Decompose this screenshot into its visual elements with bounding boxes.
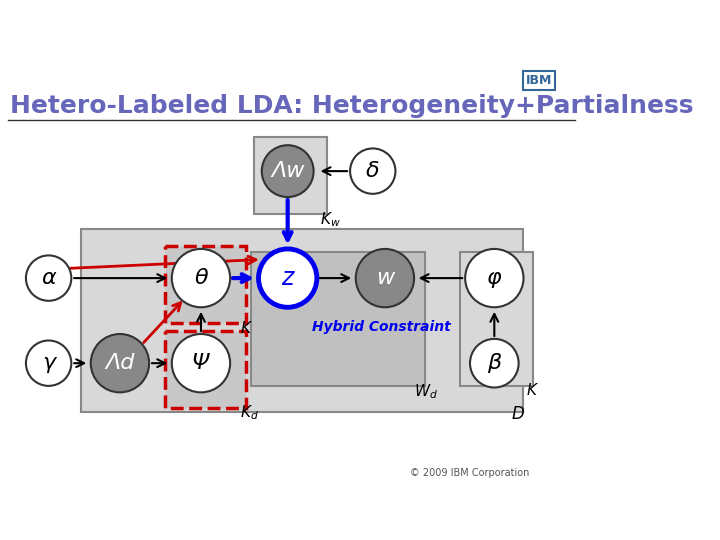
- FancyBboxPatch shape: [254, 137, 328, 214]
- Circle shape: [172, 249, 230, 307]
- Text: γ: γ: [42, 353, 55, 373]
- Text: Hetero-Labeled LDA: Heterogeneity+Partialness: Hetero-Labeled LDA: Heterogeneity+Partia…: [10, 94, 693, 118]
- Text: w: w: [376, 268, 394, 288]
- Text: α: α: [41, 268, 56, 288]
- Text: IBM: IBM: [526, 74, 552, 87]
- FancyBboxPatch shape: [164, 246, 246, 323]
- Circle shape: [258, 249, 317, 307]
- Circle shape: [350, 148, 395, 194]
- Text: $K_w$: $K_w$: [320, 210, 341, 229]
- FancyBboxPatch shape: [164, 331, 246, 408]
- Circle shape: [470, 339, 518, 388]
- Text: $K_d$: $K_d$: [240, 404, 258, 422]
- Circle shape: [26, 341, 71, 386]
- FancyBboxPatch shape: [251, 252, 426, 386]
- Text: Hybrid Constraint: Hybrid Constraint: [312, 320, 451, 334]
- Text: $K$: $K$: [526, 382, 539, 398]
- Text: β: β: [487, 353, 501, 373]
- Text: Λd: Λd: [105, 353, 135, 373]
- Circle shape: [465, 249, 523, 307]
- Circle shape: [172, 334, 230, 393]
- Text: θ: θ: [194, 268, 208, 288]
- FancyBboxPatch shape: [81, 230, 523, 412]
- Text: δ: δ: [366, 161, 379, 181]
- Circle shape: [26, 255, 71, 301]
- Text: Λw: Λw: [271, 161, 305, 181]
- Text: $W_d$: $W_d$: [414, 382, 438, 401]
- Text: $K$: $K$: [240, 320, 253, 336]
- Text: © 2009 IBM Corporation: © 2009 IBM Corporation: [410, 468, 530, 477]
- Text: z: z: [282, 266, 294, 290]
- Circle shape: [356, 249, 414, 307]
- Circle shape: [262, 145, 314, 197]
- Circle shape: [91, 334, 149, 393]
- Text: φ: φ: [487, 268, 502, 288]
- FancyBboxPatch shape: [460, 252, 534, 386]
- Text: Ψ: Ψ: [192, 353, 210, 373]
- Text: $D$: $D$: [511, 406, 526, 423]
